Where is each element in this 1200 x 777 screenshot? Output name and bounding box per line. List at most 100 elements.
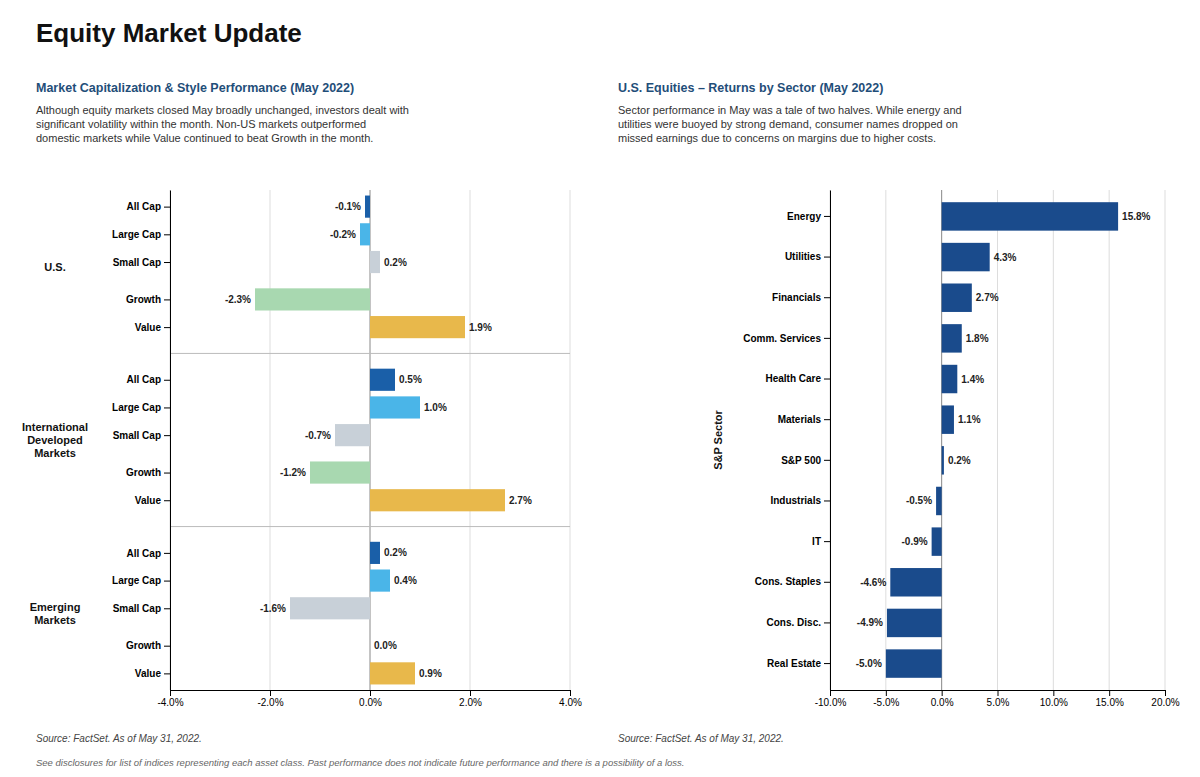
y-tick: Small Cap — [113, 257, 170, 268]
y-tick-mark — [824, 419, 830, 420]
panel-title: U.S. Equities – Returns by Sector (May 2… — [618, 81, 883, 95]
y-tick-mark — [164, 553, 170, 554]
y-tick-mark — [824, 338, 830, 339]
x-tick-label: 2.0% — [459, 697, 482, 708]
category-label: IT — [812, 536, 821, 547]
y-tick-mark — [164, 673, 170, 674]
y-tick: Comm. Services — [743, 333, 830, 344]
y-tick: Financials — [772, 292, 830, 303]
y-tick-mark — [824, 216, 830, 217]
y-tick: Value — [135, 495, 170, 506]
data-label: 0.5% — [399, 374, 422, 385]
x-tick-mark — [942, 690, 943, 696]
y-tick: Utilities — [785, 251, 830, 262]
x-tick-label: 20.0% — [1151, 697, 1179, 708]
y-axis: Energy Utilities Financials Comm. Services H… — [743, 191, 830, 691]
y-tick: Real Estate — [767, 658, 830, 669]
y-tick: All Cap — [127, 374, 170, 385]
y-tick: Small Cap — [113, 430, 170, 441]
panel-body-line: Sector performance in May was a tale of … — [618, 104, 962, 116]
bar — [936, 487, 942, 515]
data-label: -0.9% — [901, 536, 927, 547]
y-tick: Health Care — [765, 373, 830, 384]
group-label: U.S. — [44, 261, 65, 273]
data-label: 2.7% — [509, 495, 532, 506]
x-tick: 2.0% — [459, 690, 482, 708]
data-label: 0.9% — [419, 668, 442, 679]
bar — [370, 369, 395, 391]
group-label-line: International — [22, 421, 88, 433]
data-label: -0.5% — [906, 495, 932, 506]
data-label: -0.2% — [330, 229, 356, 240]
category-label: Cons. Disc. — [767, 617, 822, 628]
data-label: -0.7% — [305, 430, 331, 441]
category-label: S&P 500 — [781, 455, 821, 466]
category-label: Cons. Staples — [755, 576, 822, 587]
x-tick-label: 15.0% — [1095, 697, 1123, 708]
panel-body-line: domestic markets while Value continued t… — [36, 132, 373, 144]
data-label: 1.9% — [469, 322, 492, 333]
grid-line — [1053, 190, 1054, 690]
grid-line — [470, 190, 471, 690]
y-tick: All Cap — [127, 548, 170, 559]
category-label: All Cap — [127, 548, 161, 559]
y-tick-mark — [164, 407, 170, 408]
x-tick-mark — [886, 690, 887, 696]
y-tick: Industrials — [770, 495, 830, 506]
x-tick: -5.0% — [873, 690, 899, 708]
data-label: 15.8% — [1122, 211, 1150, 222]
x-tick-mark — [1109, 690, 1110, 696]
y-tick: Growth — [126, 640, 170, 651]
x-axis: -10.0%-5.0%0.0%5.0%10.0%15.0%20.0% — [815, 690, 1180, 708]
category-label: Energy — [787, 211, 821, 222]
grid-line — [1109, 190, 1110, 690]
data-label: -4.6% — [860, 577, 886, 588]
category-label: Large Cap — [112, 575, 161, 586]
bar — [886, 649, 942, 677]
category-label: Large Cap — [112, 402, 161, 413]
category-label: All Cap — [127, 201, 161, 212]
y-tick-mark — [824, 379, 830, 380]
group-label-line: Emerging — [30, 601, 81, 613]
category-label: Comm. Services — [743, 333, 821, 344]
x-tick-mark — [170, 690, 171, 696]
y-tick-mark — [824, 297, 830, 298]
bar — [370, 662, 415, 684]
y-tick: Large Cap — [112, 402, 170, 413]
panel-body: Sector performance in May was a tale of … — [618, 104, 962, 144]
x-tick: 0.0% — [931, 690, 954, 708]
bar — [942, 446, 944, 474]
y-tick-mark — [824, 622, 830, 623]
axis-line — [171, 691, 571, 697]
y-tick-mark — [824, 582, 830, 583]
panel-title-line: Market Capitalization & Style Performanc… — [36, 81, 354, 95]
y-tick: Materials — [778, 414, 830, 425]
y-tick-mark — [164, 380, 170, 381]
category-label: Real Estate — [767, 658, 821, 669]
y-tick-mark — [824, 460, 830, 461]
data-label: 1.4% — [961, 374, 984, 385]
bar — [290, 597, 370, 619]
axis-line — [831, 691, 1166, 697]
bars — [886, 202, 1118, 678]
y-axis-title: S&P Sector — [712, 409, 724, 469]
disclaimer: See disclosures for list of indices repr… — [36, 757, 684, 768]
bar — [887, 609, 942, 637]
data-label: -0.1% — [335, 201, 361, 212]
x-tick: -2.0% — [257, 690, 283, 708]
source-note: Source: FactSet. As of May 31, 2022. — [36, 733, 202, 744]
data-label: 4.3% — [994, 252, 1017, 263]
x-tick-label: 10.0% — [1040, 697, 1068, 708]
bar — [942, 202, 1118, 230]
y-tick: Growth — [126, 467, 170, 478]
bar — [365, 196, 370, 218]
y-tick: Large Cap — [112, 229, 170, 240]
bar — [370, 635, 371, 657]
bar — [370, 316, 465, 338]
source-note: Source: FactSet. As of May 31, 2022. — [618, 733, 784, 744]
panel-body-line: Although equity markets closed May broad… — [36, 104, 409, 116]
y-tick: Value — [135, 322, 170, 333]
data-label: -5.0% — [856, 658, 882, 669]
data-label: 0.4% — [394, 575, 417, 586]
category-label: Large Cap — [112, 229, 161, 240]
